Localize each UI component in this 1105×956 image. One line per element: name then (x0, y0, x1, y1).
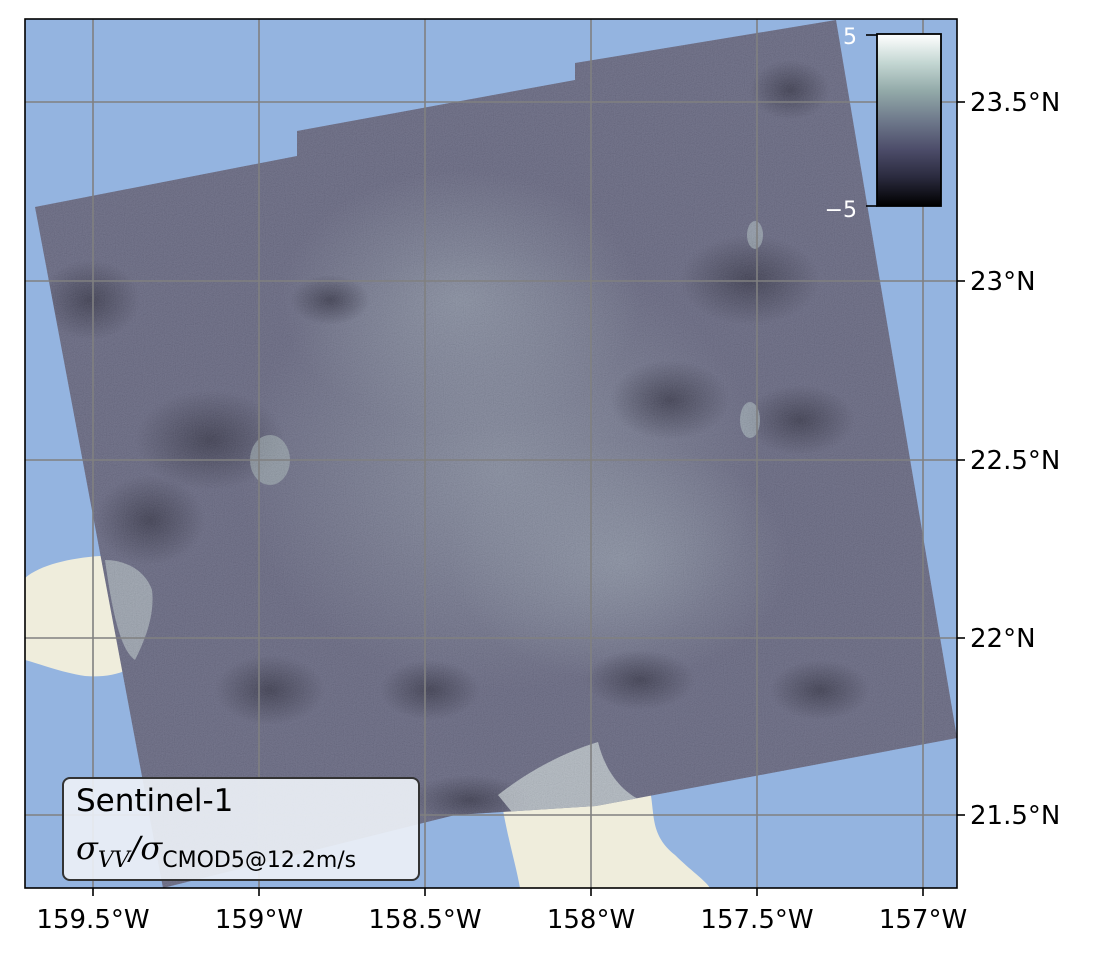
colorbar-min-label: −5 (825, 198, 857, 223)
colorbar-ramp (876, 33, 942, 207)
sigma-symbol: σ (76, 829, 98, 867)
x-tick-label: 157.5°W (700, 905, 813, 935)
y-tick-label: 22°N (970, 624, 1036, 654)
x-tick-label: 158.5°W (368, 905, 481, 935)
y-tick-label: 22.5°N (970, 446, 1060, 476)
slash-symbol: / (129, 829, 141, 867)
x-tick-label: 158°W (547, 905, 635, 935)
numerator-subscript: VV (97, 848, 130, 873)
y-axis: 23.5°N 23°N 22.5°N 22°N 21.5°N (957, 88, 1060, 831)
axes-frame (24, 18, 958, 889)
colorbar-max-label: 5 (843, 25, 857, 50)
x-axis: 159.5°W 159°W 158.5°W 158°W 157.5°W 157°W (36, 888, 967, 935)
y-tick-label: 23°N (970, 267, 1036, 297)
x-tick-label: 159°W (215, 905, 303, 935)
legend-formula: σVV/σCMOD5@12.2m/s (76, 829, 356, 873)
denominator-subscript: CMOD5@12.2m/s (162, 848, 357, 873)
x-tick-label: 157°W (879, 905, 967, 935)
colorbar: 5 −5 (825, 25, 942, 223)
graticule (25, 19, 957, 888)
sigma-symbol-2: σ (140, 829, 163, 867)
y-tick-label: 23.5°N (970, 88, 1060, 118)
legend-title: Sentinel-1 (76, 783, 234, 819)
legend-box: Sentinel-1 σVV/σCMOD5@12.2m/s (62, 777, 420, 881)
y-tick-label: 21.5°N (970, 801, 1060, 831)
x-tick-label: 159.5°W (36, 905, 149, 935)
